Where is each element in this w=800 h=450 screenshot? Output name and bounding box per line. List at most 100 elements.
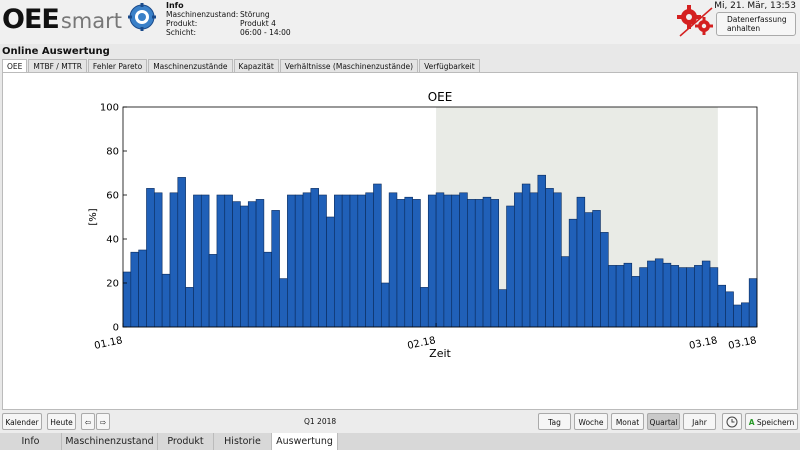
year-button[interactable]: Jahr — [683, 413, 716, 430]
info-value: 06:00 - 14:00 — [240, 28, 291, 37]
oee-bar — [412, 199, 421, 328]
chart-panel: 0 20 40 60 80 100 01.18 02.18 03.18 03.18 OEE Ze… — [2, 72, 798, 410]
y-tick-label: 80 — [106, 147, 119, 158]
x-tick-label: 03.18 — [688, 335, 718, 352]
arrow-left-icon: ⇦ — [84, 418, 92, 427]
oee-bar — [521, 183, 531, 328]
oee-bar — [474, 199, 484, 328]
tab-oee[interactable]: OEE — [2, 59, 28, 73]
oee-bar — [146, 188, 155, 328]
nav-info[interactable]: Info — [0, 433, 62, 450]
tab-capacity[interactable]: Kapazität — [233, 59, 279, 73]
app-logo: OEEsmart — [2, 4, 122, 35]
refresh-button[interactable] — [722, 413, 742, 430]
y-tick-label: 0 — [113, 323, 119, 334]
oee-bar — [435, 192, 445, 328]
oee-bar — [380, 282, 390, 328]
save-button[interactable]: A Speichern — [745, 413, 798, 430]
day-button[interactable]: Tag — [538, 413, 571, 430]
oee-bar — [357, 194, 366, 328]
oee-bar — [568, 218, 578, 328]
oee-bar — [388, 192, 398, 328]
oee-bar — [263, 251, 273, 328]
oee-bar — [279, 278, 288, 328]
oee-bar — [271, 210, 280, 328]
oee-bar — [169, 192, 179, 328]
arrow-right-icon: ⇨ — [99, 418, 107, 427]
oee-bar — [662, 262, 672, 328]
nav-product[interactable]: Produkt — [158, 433, 214, 450]
oee-bar — [130, 251, 139, 328]
plot-frame — [122, 106, 758, 328]
period-label: Q1 2018 — [304, 417, 337, 426]
oee-bar — [623, 262, 633, 328]
oee-bar — [177, 177, 186, 328]
prev-period-button[interactable]: ⇦ — [81, 413, 95, 430]
oee-bar — [326, 216, 335, 328]
oee-bar — [122, 271, 132, 328]
oee-bar — [427, 194, 437, 328]
nav-evaluation[interactable]: Auswertung — [272, 433, 338, 450]
oee-bar — [349, 194, 359, 328]
oee-bar — [498, 289, 507, 328]
oee-bar — [709, 267, 719, 328]
oee-bar — [725, 291, 734, 328]
oee-bar — [404, 196, 413, 328]
oee-bar — [310, 188, 319, 328]
oee-bar — [294, 194, 304, 328]
oee-bar — [545, 188, 554, 328]
month-button[interactable]: Monat — [611, 413, 644, 430]
next-period-button[interactable]: ⇨ — [96, 413, 110, 430]
oee-bar — [592, 210, 601, 328]
oee-bar — [576, 196, 586, 328]
quarter-button[interactable]: Quartal — [647, 413, 680, 430]
oee-bar — [138, 249, 147, 328]
y-tick-label: 40 — [106, 235, 119, 246]
oee-bar — [506, 205, 515, 328]
oee-bar — [420, 287, 429, 328]
oee-bar — [639, 267, 648, 328]
header: OEEsmart Info Maschinenzustand: Störung P… — [0, 0, 800, 44]
oee-bar — [748, 278, 758, 328]
y-tick-label: 20 — [106, 279, 119, 290]
week-button[interactable]: Woche — [574, 413, 608, 430]
oee-bar — [154, 192, 163, 328]
tab-error-pareto[interactable]: Fehler Pareto — [87, 59, 148, 73]
clock-icon — [726, 416, 738, 428]
stop-button-line2: anhalten — [727, 24, 761, 33]
stop-button-line1: Datenerfassung — [727, 15, 787, 24]
info-panel: Info Maschinenzustand: Störung Produkt: Pr… — [166, 1, 291, 37]
oee-bar — [717, 284, 726, 328]
info-label: Produkt: — [166, 19, 198, 28]
oee-bar — [654, 258, 664, 328]
nav-history[interactable]: Historie — [214, 433, 272, 450]
today-button[interactable]: Heute — [47, 413, 76, 430]
oee-bar — [240, 205, 249, 328]
analysis-tabs: OEE MTBF / MTTR Fehler Pareto Maschinenz… — [2, 59, 481, 73]
oee-bar — [373, 183, 382, 328]
oee-bar — [193, 194, 202, 328]
oee-bar — [255, 199, 265, 328]
info-label: Maschinenzustand: — [166, 10, 239, 19]
tab-machine-states[interactable]: Maschinenzustände — [148, 59, 233, 73]
tab-ratios[interactable]: Verhältnisse (Maschinenzustände) — [279, 59, 419, 73]
tab-availability[interactable]: Verfügbarkeit — [419, 59, 480, 73]
info-title: Info — [166, 1, 184, 10]
oee-bar — [733, 304, 742, 328]
bottom-toolbar: Kalender Heute ⇦ ⇨ Q1 2018 Tag Woche Mon… — [0, 410, 800, 433]
tab-mtbf-mttr[interactable]: MTBF / MTTR — [28, 59, 87, 73]
oee-bar — [584, 212, 593, 328]
info-row-state: Maschinenzustand: Störung — [166, 10, 291, 19]
x-axis-label: Zeit — [429, 347, 451, 360]
stop-data-capture-button[interactable]: Datenerfassung anhalten — [716, 12, 796, 36]
info-label: Schicht: — [166, 28, 197, 37]
section-title: Online Auswertung — [2, 46, 110, 57]
oee-bar — [334, 194, 343, 328]
calendar-button[interactable]: Kalender — [2, 413, 42, 430]
datetime: Mi, 21. Mär, 13:53 — [714, 1, 796, 11]
oee-bar — [396, 199, 406, 328]
oee-bar — [216, 194, 226, 328]
save-icon: A — [748, 418, 755, 427]
nav-machine-state[interactable]: Maschinenzustand — [62, 433, 158, 450]
